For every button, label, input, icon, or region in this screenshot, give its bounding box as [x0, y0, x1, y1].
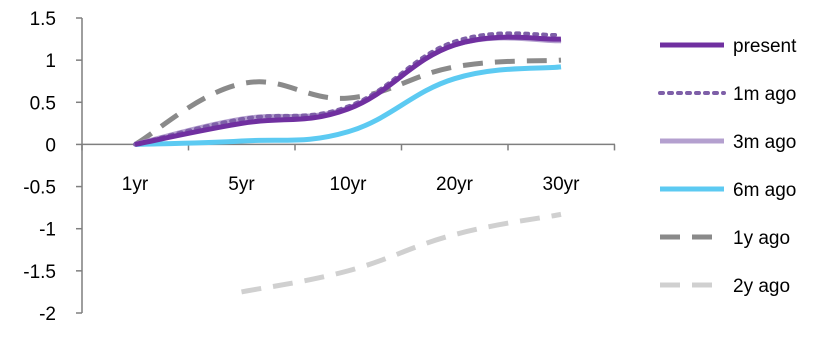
x-tick-label: 30yr: [543, 174, 581, 195]
legend-label: 3m ago: [733, 132, 796, 153]
series-line-6m-ago: [134, 64, 562, 147]
y-tick-label: 0: [45, 135, 56, 156]
y-tick-label: -1: [39, 220, 56, 241]
series-line-2y-ago: [241, 211, 562, 295]
legend-label: 2y ago: [733, 276, 790, 297]
legend-label: 6m ago: [733, 180, 796, 201]
y-tick-label: -2: [39, 304, 56, 325]
y-tick-label: -1.5: [23, 262, 56, 283]
y-tick-label: 0.5: [30, 93, 56, 114]
series-line-1m-ago: [133, 31, 563, 147]
x-tick-label: 5yr: [228, 174, 255, 195]
legend-label: 1m ago: [733, 84, 796, 105]
series-line-1y-ago: [133, 57, 562, 147]
y-tick-label: 1: [45, 51, 56, 72]
series-line-present: [134, 34, 562, 147]
y-tick-label: -0.5: [23, 178, 56, 199]
x-tick-label: 10yr: [330, 174, 368, 195]
x-tick-label: 20yr: [436, 174, 474, 195]
x-tick-label: 1yr: [122, 174, 149, 195]
legend-label: present: [733, 36, 797, 57]
legend-label: 1y ago: [733, 228, 790, 249]
y-tick-label: 1.5: [30, 9, 56, 30]
